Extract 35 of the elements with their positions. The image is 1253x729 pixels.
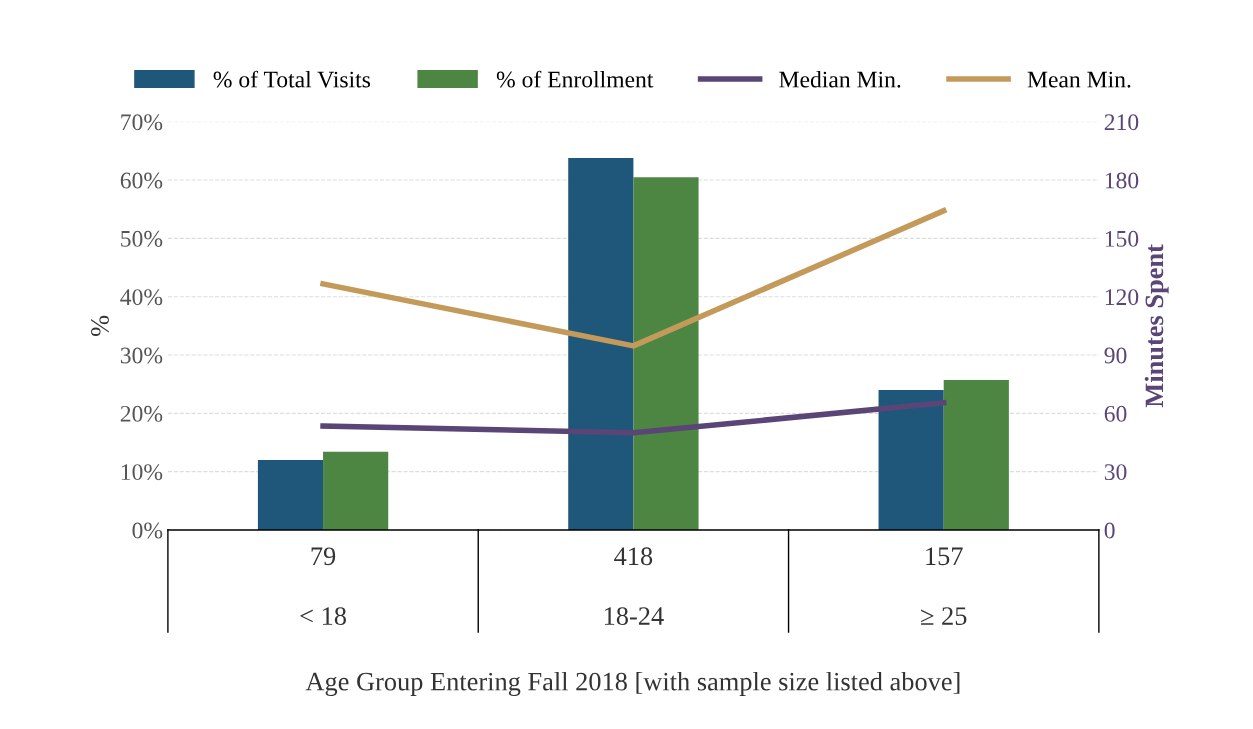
x-tick-label: < 18: [300, 607, 346, 625]
y2-tick-label: 210: [1104, 114, 1139, 131]
text: 418: [614, 547, 653, 566]
y-tick-label: 50%: [121, 230, 163, 247]
bar: [878, 390, 944, 530]
bar: [943, 380, 1009, 530]
bar: [323, 451, 389, 530]
x-tick-label: 18-24: [604, 607, 664, 625]
y-tick-label: 40%: [120, 289, 163, 306]
legend-label: % of Enrollment: [496, 70, 654, 88]
y2-tick-label: 180: [1105, 172, 1139, 189]
y2-axis-title: Minutes Spent: [1144, 244, 1169, 408]
text: 157: [926, 547, 963, 566]
y2-tick-label: 60: [1104, 405, 1127, 422]
y-axis-title: %: [91, 315, 109, 336]
y2-tick-label: 30: [1104, 464, 1127, 481]
y-tick-label: 60%: [120, 172, 163, 189]
bar: [568, 157, 634, 530]
y2-tick-label: 150: [1105, 230, 1139, 247]
y-tick-label: 30%: [120, 347, 163, 364]
y2-tick-label: 0: [1104, 522, 1115, 539]
y-tick-label: 10%: [121, 464, 163, 481]
y-tick-label: 0%: [132, 522, 163, 539]
y-tick-label: 20%: [120, 405, 163, 422]
legend-label: Mean Min.: [1027, 71, 1131, 88]
bar: [633, 177, 699, 530]
y2-tick-label: 120: [1105, 289, 1139, 306]
x-tick-label: ≥ 25: [921, 607, 967, 625]
legend-label: Median Min.: [779, 70, 901, 88]
x-axis-title: Age Group Entering Fall 2018 [with sample size listed above]: [305, 671, 960, 696]
text: 79: [311, 547, 336, 566]
legend-label: % of Total Visits: [213, 70, 371, 88]
y2-tick-label: 90: [1104, 347, 1127, 364]
bar: [257, 460, 324, 530]
y-tick-label: 70%: [121, 114, 163, 131]
